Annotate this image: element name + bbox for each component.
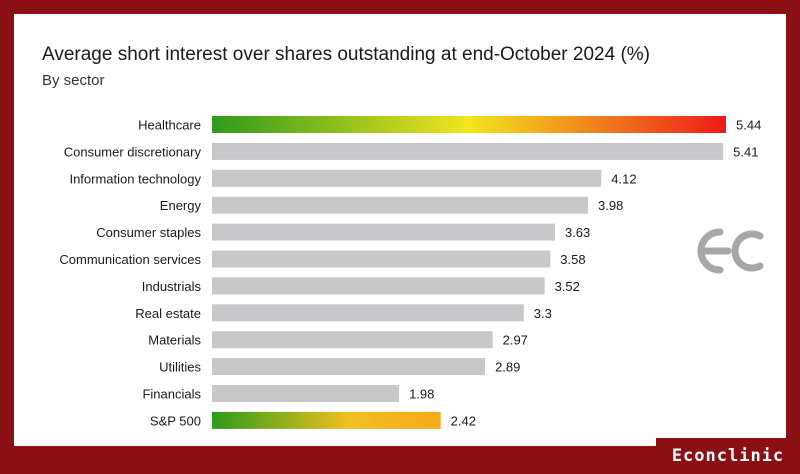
value-label: 5.41 xyxy=(733,144,758,159)
bar xyxy=(212,304,524,322)
value-label: 1.98 xyxy=(409,387,434,402)
category-label: Consumer staples xyxy=(96,225,201,240)
bar xyxy=(212,358,486,376)
value-label: 2.42 xyxy=(451,413,476,428)
value-label: 3.52 xyxy=(555,279,580,294)
category-label: Utilities xyxy=(159,360,201,375)
chart-title: Average short interest over shares outst… xyxy=(42,44,650,65)
category-label: Information technology xyxy=(69,171,201,186)
category-label: Financials xyxy=(142,387,201,402)
category-label: Materials xyxy=(148,333,201,348)
ec-monogram-icon xyxy=(697,228,764,274)
value-label: 3.98 xyxy=(598,198,623,213)
category-label: Healthcare xyxy=(138,118,201,133)
value-label: 5.44 xyxy=(736,118,761,133)
category-label: Energy xyxy=(160,198,202,213)
bar xyxy=(212,385,400,402)
value-label: 4.12 xyxy=(611,171,636,186)
bar xyxy=(212,169,602,187)
bar xyxy=(212,411,441,429)
category-label: Consumer discretionary xyxy=(64,144,202,159)
value-label: 3.58 xyxy=(560,252,585,267)
value-label: 2.97 xyxy=(503,333,528,348)
chart-card: Average short interest over shares outst… xyxy=(14,14,786,446)
bar xyxy=(212,223,555,241)
value-label: 2.89 xyxy=(495,360,520,375)
bar xyxy=(212,142,724,160)
bar-chart: Healthcare 5.44 Consumer discretionary 5.41… xyxy=(59,116,761,429)
bar xyxy=(212,331,493,349)
bar xyxy=(212,196,589,214)
brand-badge: Econclinic xyxy=(656,438,800,474)
value-label: 3.63 xyxy=(565,225,590,240)
bar xyxy=(212,250,551,268)
category-label: S&P 500 xyxy=(150,413,201,428)
bar xyxy=(212,116,726,133)
bar xyxy=(212,277,545,295)
category-label: Communication services xyxy=(59,252,201,267)
category-label: Industrials xyxy=(142,279,202,294)
category-label: Real estate xyxy=(135,306,201,321)
brand-name: Econclinic xyxy=(671,446,785,466)
chart-subtitle: By sector xyxy=(42,72,105,89)
value-label: 3.3 xyxy=(534,306,552,321)
